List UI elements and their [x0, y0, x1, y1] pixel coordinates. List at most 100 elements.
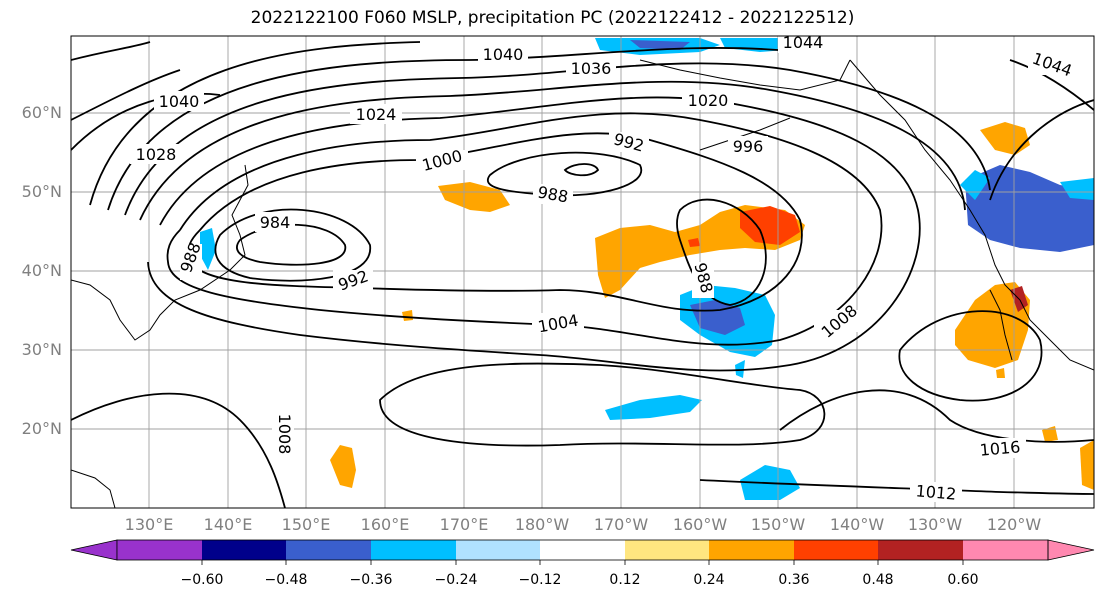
isobar-label: 1024	[356, 105, 397, 124]
precip-negative-area	[965, 165, 1094, 252]
isobar-label: 1040	[159, 92, 200, 111]
isobar	[779, 389, 1094, 443]
isobar-label: 1008	[275, 414, 294, 455]
colorbar-bin	[709, 540, 794, 560]
colorbar-bin	[117, 540, 202, 560]
colorbar-extend-high	[1047, 539, 1095, 561]
isobar	[487, 151, 643, 197]
isobar-label: 1012	[915, 481, 957, 503]
isobar-label: 1044	[783, 33, 824, 52]
isobar-label-996: 996	[728, 136, 768, 156]
lon-label: 150°W	[750, 515, 806, 534]
isobar-label: 1020	[688, 91, 729, 110]
precip-positive-area	[402, 310, 413, 321]
map-title: 2022122100 F060 MSLP, precipitation PC (…	[250, 8, 855, 28]
isobar-label-1012: 1012	[910, 481, 962, 504]
lon-label: 180°W	[514, 515, 570, 534]
isobar-label-992: 992	[609, 129, 649, 156]
lat-label: 60°N	[21, 103, 62, 122]
lon-label: 160°W	[672, 515, 728, 534]
isobar-label-1040-b: 1040	[154, 91, 204, 111]
precip-negative-area	[960, 170, 990, 200]
precip-negative-area	[630, 40, 690, 50]
isobar-label-1036: 1036	[566, 58, 616, 78]
isobar	[379, 362, 826, 447]
colorbar-bin	[963, 540, 1048, 560]
colorbar-tick-label: 0.24	[693, 572, 725, 588]
colorbar-tick-label: −0.24	[434, 572, 478, 588]
lon-label: 150°E	[281, 515, 331, 534]
isobar	[676, 198, 767, 306]
isobar	[89, 41, 421, 206]
lon-label: 170°E	[439, 515, 489, 534]
colorbar-tick-label: −0.12	[518, 572, 562, 588]
isobar-label-1000: 1000	[416, 146, 468, 175]
isobar-label: 1044	[1030, 49, 1075, 81]
colorbar-bin	[540, 540, 625, 560]
isobar	[214, 208, 371, 282]
precip-positive-area	[996, 368, 1005, 378]
lat-label: 40°N	[21, 261, 62, 280]
colorbar-bin	[878, 540, 963, 560]
precip-positive-area	[980, 122, 1030, 155]
isobar-label-988: 988	[533, 182, 573, 207]
isobar-label-984: 984	[255, 212, 295, 232]
isobar-label-1008: 1008	[272, 410, 294, 458]
lat-label: 50°N	[21, 182, 62, 201]
isobar	[107, 47, 801, 211]
precip-positive-area	[688, 238, 700, 247]
lon-label: 160°E	[360, 515, 410, 534]
colorbar-bin	[371, 540, 456, 560]
lon-label: 140°E	[203, 515, 253, 534]
colorbar-tick-label: −0.36	[349, 572, 393, 588]
isobar-label-988-b: 988	[176, 240, 205, 280]
colorbar-tick-label: −0.48	[264, 572, 308, 588]
isobar	[147, 96, 921, 372]
lat-label: 20°N	[21, 419, 62, 438]
precip-positive-area	[955, 282, 1030, 368]
colorbar-tick-label: 0.60	[947, 572, 979, 588]
precip-negative-area	[200, 228, 216, 270]
precip-negative-area	[735, 360, 745, 378]
isobar-label: 984	[260, 213, 291, 232]
isobar	[1009, 59, 1094, 111]
precip-negative-area	[605, 395, 702, 420]
isobar-label-1044: 1044	[778, 33, 828, 53]
isobar-label-1020: 1020	[682, 90, 734, 110]
precip-shading	[200, 38, 1094, 500]
lon-label: 120°W	[986, 515, 1042, 534]
precip-positive-area	[330, 445, 356, 488]
isobar	[71, 41, 151, 61]
isobar-label: 1028	[136, 145, 177, 164]
isobar-label-1044-b: 1044	[1028, 49, 1076, 81]
lat-label: 30°N	[21, 340, 62, 359]
colorbar-bin	[794, 540, 878, 560]
colorbar-bin	[286, 540, 371, 560]
isobar	[71, 69, 181, 121]
isobar-label-group: 1040 1036 1040 1044 1044 1024 1020 1028 …	[130, 33, 1076, 504]
isobar-label: 996	[733, 137, 764, 156]
colorbar-frame	[116, 539, 1049, 561]
colorbar-tick-label: −0.60	[180, 572, 224, 588]
isobar	[989, 99, 1094, 201]
isobar-label: 1016	[979, 437, 1021, 459]
colorbar-tick-label: 0.12	[609, 572, 641, 588]
colorbar-extend-low	[70, 539, 118, 561]
isobar-label: 1040	[483, 45, 524, 64]
colorbar-bin	[456, 540, 540, 560]
isobar-label-1016: 1016	[974, 437, 1026, 460]
coastlines	[71, 59, 1094, 508]
map-frame	[70, 35, 1095, 509]
colorbar-tick-label: 0.48	[862, 572, 894, 588]
lon-label: 130°E	[124, 515, 174, 534]
precip-positive-area	[1042, 426, 1058, 442]
precip-negative-area	[1060, 178, 1094, 200]
precip-negative-area	[690, 300, 745, 335]
isobar-label-992-b: 992	[333, 266, 373, 295]
isobar	[563, 163, 600, 177]
precip-positive-area	[740, 206, 800, 245]
isobar-label-1008-b: 1008	[814, 301, 864, 342]
isobar-label-988-c: 988	[690, 261, 717, 298]
colorbar	[70, 539, 1095, 565]
